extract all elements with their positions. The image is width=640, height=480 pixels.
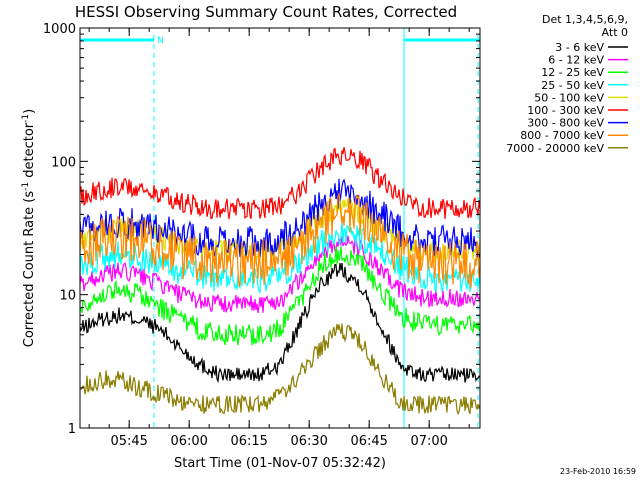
legend-label: 25 - 50 keV <box>541 79 604 92</box>
legend-header-line-2: Att 0 <box>602 26 628 39</box>
series-line <box>79 220 481 295</box>
x-tick-label: 07:00 <box>410 434 447 449</box>
legend-label: 6 - 12 keV <box>548 54 604 67</box>
series-line <box>79 245 481 346</box>
flag-bars: N <box>80 28 480 428</box>
y-axis-label: Corrected Count Rate (s-1 detector-1) <box>21 109 37 347</box>
series-line <box>79 323 481 416</box>
series-line <box>79 262 481 384</box>
legend-header-line-1: Det 1,3,4,5,6,9, <box>542 13 628 26</box>
legend-label: 300 - 800 keV <box>527 117 604 130</box>
series-line <box>79 191 481 288</box>
x-tick-label: 06:00 <box>170 434 207 449</box>
legend-label: 12 - 25 keV <box>541 66 604 79</box>
plot-area: N 1 10 100 1000 05:45 06:00 06:15 06:30 06:45 07… <box>43 22 481 449</box>
legend-label: 800 - 7000 keV <box>520 129 604 142</box>
timestamp-annotation: 23-Feb-2010 16:59 <box>560 467 636 476</box>
x-axis-label: Start Time (01-Nov-07 05:32:42) <box>174 456 386 471</box>
flag-label: N <box>157 36 164 46</box>
legend-label: 7000 - 20000 keV <box>506 142 604 155</box>
plot-frame <box>79 27 481 429</box>
y-tick-label: 100 <box>51 155 76 170</box>
legend-label: 3 - 6 keV <box>555 41 604 54</box>
series-line <box>79 147 481 220</box>
series-lines <box>79 147 481 416</box>
y-tick-label: 1 <box>68 422 76 437</box>
chart-title: HESSI Observing Summary Count Rates, Cor… <box>75 3 457 21</box>
x-tick-label: 05:45 <box>110 434 147 449</box>
x-tick-label: 06:45 <box>350 434 387 449</box>
series-line <box>79 235 481 313</box>
y-tick-label: 10 <box>59 289 76 304</box>
legend-label: 100 - 300 keV <box>527 104 604 117</box>
x-axis-ticks: 05:45 06:00 06:15 06:30 06:45 07:00 <box>88 28 470 449</box>
legend-label: 50 - 100 keV <box>534 91 604 104</box>
x-tick-label: 06:30 <box>290 434 327 449</box>
y-axis-ticks: 1 10 100 1000 <box>43 22 480 437</box>
x-tick-label: 06:15 <box>230 434 267 449</box>
y-tick-label: 1000 <box>43 22 76 37</box>
